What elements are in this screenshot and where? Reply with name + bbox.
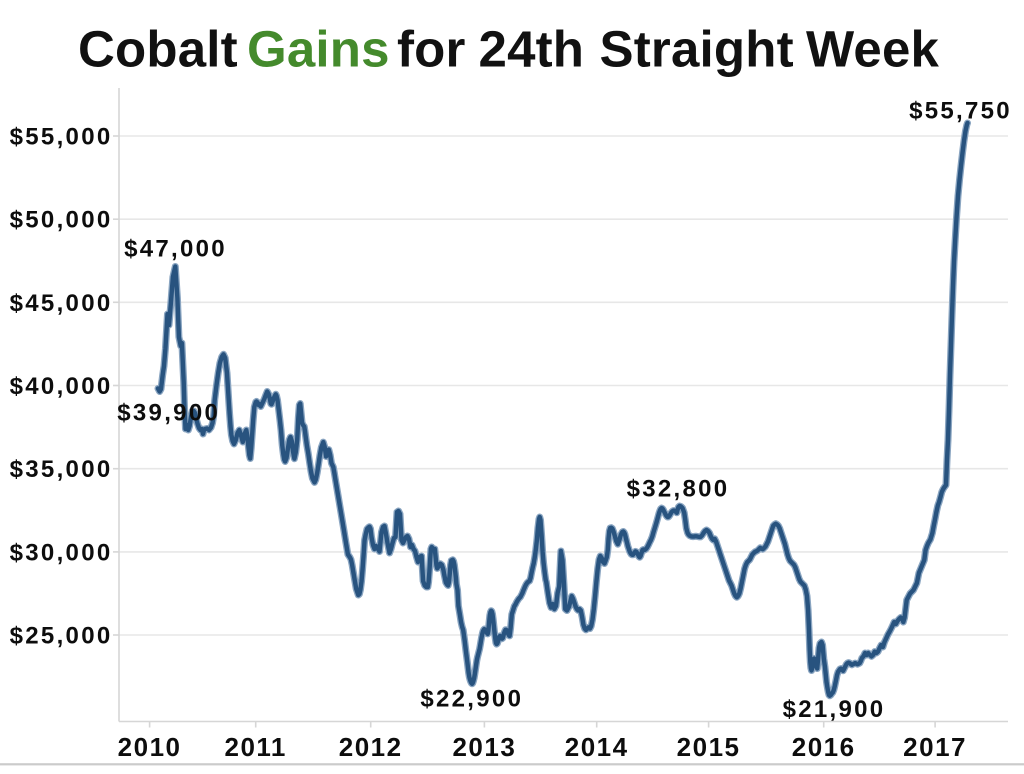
svg-text:$21,900: $21,900 (783, 696, 886, 723)
svg-text:2011: 2011 (224, 732, 286, 762)
svg-text:$30,000: $30,000 (10, 539, 113, 566)
svg-text:$47,000: $47,000 (124, 236, 227, 263)
svg-text:2013: 2013 (452, 732, 516, 762)
svg-text:$50,000: $50,000 (10, 207, 113, 234)
svg-text:$45,000: $45,000 (10, 290, 113, 317)
svg-text:2017: 2017 (903, 732, 967, 762)
svg-text:$40,000: $40,000 (10, 373, 113, 400)
svg-text:$35,000: $35,000 (10, 456, 113, 483)
svg-text:$22,900: $22,900 (420, 686, 523, 713)
svg-text:$25,000: $25,000 (10, 623, 113, 650)
svg-text:2015: 2015 (677, 732, 741, 762)
svg-text:$55,750: $55,750 (909, 98, 1012, 125)
svg-text:$55,000: $55,000 (10, 124, 113, 151)
svg-text:2012: 2012 (339, 732, 403, 762)
svg-text:$32,800: $32,800 (627, 476, 730, 503)
svg-text:2014: 2014 (565, 732, 629, 762)
svg-text:2016: 2016 (792, 732, 856, 762)
svg-text:2010: 2010 (118, 732, 182, 762)
svg-text:$39,900: $39,900 (117, 400, 220, 427)
